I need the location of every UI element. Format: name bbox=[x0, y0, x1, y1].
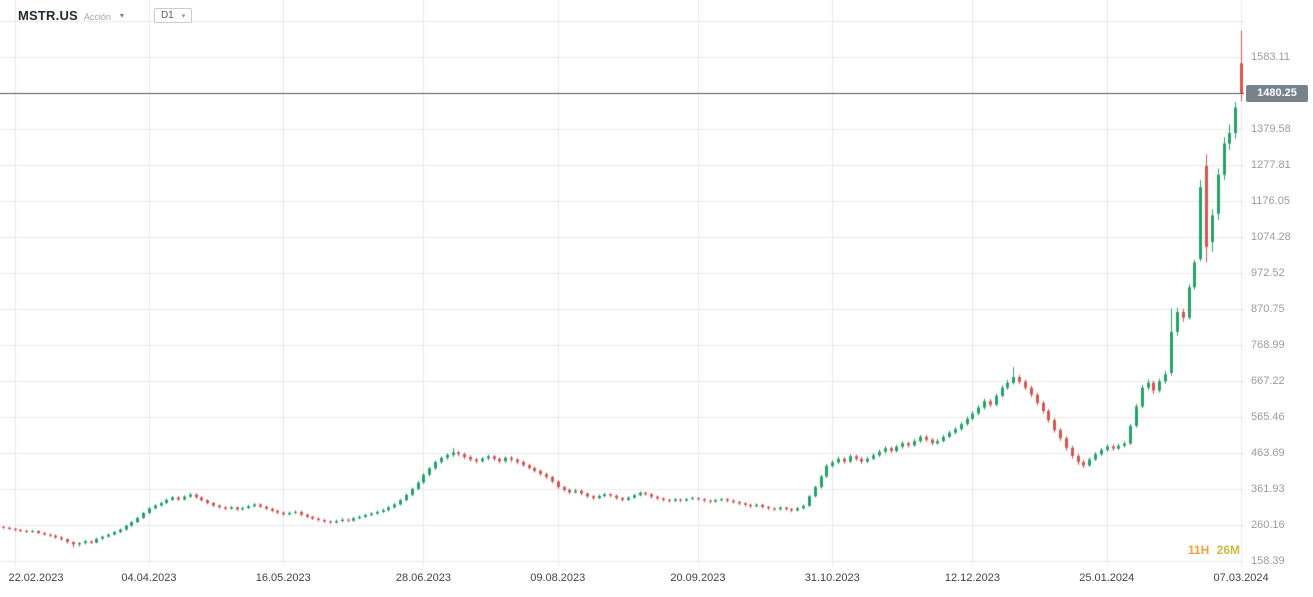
price-axis-label: 1379.58 bbox=[1251, 122, 1291, 135]
price-axis-label: 463.69 bbox=[1251, 446, 1285, 459]
date-axis-label: 16.05.2023 bbox=[255, 572, 311, 584]
countdown-minutes: 26M bbox=[1216, 543, 1240, 557]
price-axis-label: 1074.28 bbox=[1251, 230, 1291, 243]
chart-header: MSTR.US Acción ▾ D1 ▾ bbox=[18, 8, 193, 23]
price-axis-label: 972.52 bbox=[1251, 266, 1285, 279]
price-axis-label: 361.93 bbox=[1251, 482, 1285, 495]
countdown-hours: 11H bbox=[1187, 543, 1210, 557]
timeframe-value: D1 bbox=[160, 10, 174, 21]
price-axis-label: 667.22 bbox=[1251, 374, 1285, 387]
symbol-label[interactable]: MSTR.US bbox=[18, 8, 78, 23]
candlestick-chart[interactable] bbox=[0, 0, 1244, 566]
instrument-type-label: Acción bbox=[83, 11, 111, 22]
price-axis[interactable]: 1583.11 1379.58 1277.81 1176.05 1074.28 972.5… bbox=[1244, 0, 1313, 567]
date-axis-label: 28.06.2023 bbox=[395, 572, 451, 584]
price-axis-label: 768.99 bbox=[1251, 338, 1285, 351]
date-axis-label: 07.03.2024 bbox=[1213, 572, 1269, 584]
timeframe-select[interactable]: D1 ▾ bbox=[153, 8, 193, 23]
date-axis-label: 25.01.2024 bbox=[1079, 572, 1135, 584]
date-axis-label: 12.12.2023 bbox=[944, 572, 1000, 584]
date-axis-label: 20.09.2023 bbox=[670, 572, 726, 584]
date-axis-label: 22.02.2023 bbox=[8, 572, 64, 584]
time-axis[interactable]: 22.02.2023 04.04.2023 16.05.2023 28.06.2023… bbox=[0, 566, 1313, 597]
date-axis-label: 04.04.2023 bbox=[121, 572, 177, 584]
price-axis-label: 1583.11 bbox=[1251, 50, 1290, 63]
date-axis-label: 31.10.2023 bbox=[804, 572, 860, 584]
price-axis-label: 870.75 bbox=[1251, 302, 1285, 315]
candle-countdown: 11H 26M bbox=[1184, 543, 1240, 557]
chevron-down-icon: ▾ bbox=[181, 12, 186, 20]
price-axis-label: 1176.05 bbox=[1251, 194, 1290, 207]
price-axis-label: 1277.81 bbox=[1251, 158, 1291, 171]
chevron-down-icon[interactable]: ▾ bbox=[119, 11, 124, 20]
current-price-badge: 1480.25 bbox=[1246, 85, 1308, 102]
price-axis-label: 158.39 bbox=[1251, 554, 1285, 567]
price-axis-label: 565.46 bbox=[1251, 410, 1285, 423]
date-axis-label: 09.08.2023 bbox=[530, 572, 586, 584]
price-axis-label: 260.16 bbox=[1251, 518, 1285, 531]
